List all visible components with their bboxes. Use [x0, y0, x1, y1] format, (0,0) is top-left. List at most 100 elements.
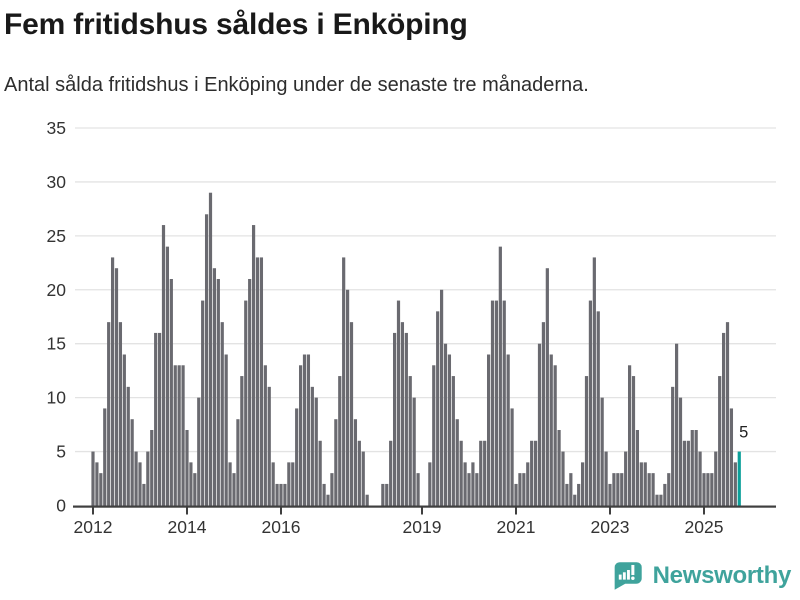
y-tick-label: 25 [47, 226, 66, 246]
bar [95, 462, 99, 506]
bar [620, 473, 624, 506]
bar [667, 473, 671, 506]
bar [357, 440, 361, 506]
bar [584, 376, 589, 506]
bar [490, 300, 495, 506]
bar [330, 473, 334, 506]
bar [236, 419, 240, 506]
bar [255, 257, 260, 506]
y-tick-label: 15 [47, 334, 66, 354]
bar [381, 483, 385, 506]
bar [537, 343, 542, 506]
bar [627, 365, 632, 506]
logo-bar-2 [622, 572, 626, 580]
bar [271, 462, 275, 506]
bar [600, 397, 604, 506]
bar [432, 365, 436, 506]
bar [721, 332, 726, 506]
bar [706, 473, 710, 506]
logo-exclamation-dot [630, 576, 635, 580]
bar [549, 354, 553, 506]
bar [467, 473, 471, 506]
bar [553, 365, 557, 506]
bar [624, 451, 628, 506]
bar [439, 289, 444, 506]
bar [557, 430, 561, 506]
bar [463, 462, 467, 506]
brand-footer: Newsworthy [611, 559, 791, 592]
bar [244, 300, 248, 506]
bar [138, 462, 142, 506]
x-tick-label: 2014 [168, 517, 207, 537]
bar [306, 354, 311, 506]
bar [631, 376, 636, 506]
bar [220, 322, 224, 506]
page-title: Fem fritidshus såldes i Enköping [4, 8, 468, 41]
logo-bar-3 [626, 570, 630, 580]
bar [647, 473, 651, 506]
bar [533, 440, 538, 506]
bar [475, 473, 479, 506]
bar [287, 462, 291, 506]
bar [165, 246, 170, 506]
bar [612, 473, 616, 506]
logo-bar-1 [618, 574, 622, 580]
bar [702, 473, 706, 506]
bar [142, 483, 146, 506]
x-tick-label: 2012 [74, 517, 113, 537]
bar [428, 462, 432, 506]
bar [671, 386, 675, 506]
bar [212, 268, 217, 506]
bar [322, 483, 326, 506]
bar [189, 462, 193, 506]
bar [698, 451, 702, 506]
bar [342, 257, 346, 506]
bar [651, 473, 655, 506]
bar [118, 322, 123, 506]
bar [224, 354, 228, 506]
bar [130, 419, 134, 506]
y-tick-label: 10 [47, 388, 67, 408]
bar [232, 473, 236, 506]
bar [228, 462, 232, 506]
bar [733, 462, 737, 506]
bar [161, 225, 166, 506]
bar [545, 268, 549, 506]
bar [169, 278, 173, 506]
brand-name: Newsworthy [652, 561, 792, 589]
bar [416, 473, 420, 506]
bar [126, 386, 130, 506]
bar [694, 430, 698, 506]
y-tick-label: 35 [47, 118, 66, 138]
bar [506, 354, 510, 506]
bar [514, 483, 518, 506]
bar [471, 462, 475, 506]
bar [655, 494, 659, 506]
newsworthy-logo-icon [614, 562, 642, 590]
bar [349, 322, 354, 506]
bar [267, 386, 271, 506]
bar [134, 451, 138, 506]
bar [569, 473, 573, 506]
bar [678, 397, 683, 506]
bar [283, 483, 287, 506]
bar [510, 408, 514, 506]
bar [197, 397, 201, 506]
bar [193, 473, 197, 506]
bar [561, 451, 565, 506]
page-subtitle: Antal sålda fritidshus i Enköping under … [4, 74, 589, 96]
bar [310, 386, 314, 506]
y-tick-label: 30 [47, 172, 67, 192]
bar [208, 192, 213, 506]
bar [714, 451, 718, 506]
bar [263, 365, 267, 506]
x-tick-label: 2021 [497, 517, 536, 537]
bar [185, 430, 189, 506]
bar [110, 257, 115, 506]
bar [643, 462, 647, 506]
bar [318, 440, 322, 506]
bar [690, 430, 694, 506]
bar [154, 332, 158, 506]
bar [659, 494, 663, 506]
